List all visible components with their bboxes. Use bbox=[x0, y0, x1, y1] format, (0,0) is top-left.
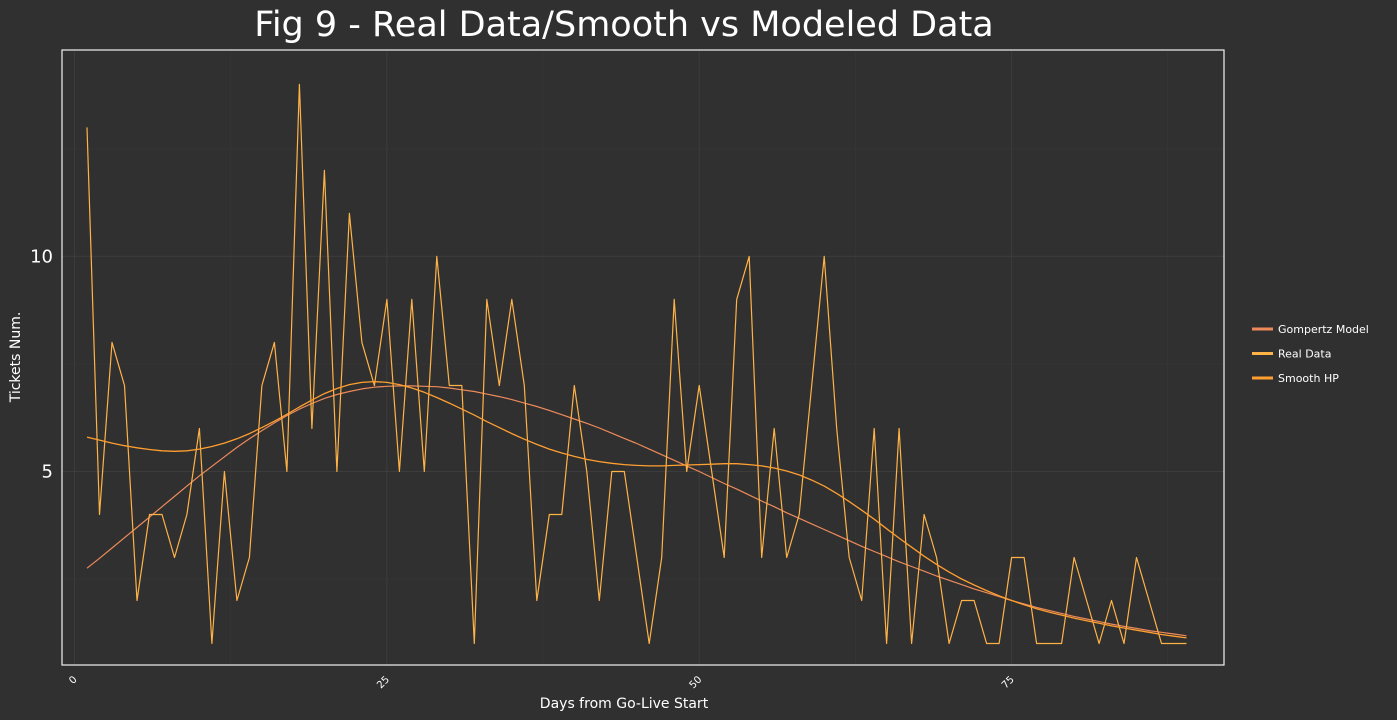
y-tick-label: 10 bbox=[30, 246, 53, 267]
series-line-real-data bbox=[86, 83, 1187, 645]
legend-label: Gompertz Model bbox=[1278, 323, 1369, 336]
grid-lines bbox=[62, 50, 1224, 665]
x-axis-label: Days from Go-Live Start bbox=[540, 696, 709, 712]
legend-label: Real Data bbox=[1278, 348, 1331, 361]
plot-frame bbox=[61, 49, 1225, 666]
y-axis-label: Tickets Num. bbox=[8, 312, 24, 404]
series-line-smooth-hp bbox=[86, 380, 1187, 639]
legend-label: Smooth HP bbox=[1278, 372, 1339, 385]
y-axis-ticks: 5 10 bbox=[30, 246, 53, 482]
chart-title: Fig 9 - Real Data/Smooth vs Modeled Data bbox=[254, 5, 994, 45]
legend: Gompertz Model Real Data Smooth HP bbox=[1252, 323, 1369, 385]
y-tick-label: 5 bbox=[42, 461, 53, 482]
series-lines bbox=[86, 83, 1187, 645]
